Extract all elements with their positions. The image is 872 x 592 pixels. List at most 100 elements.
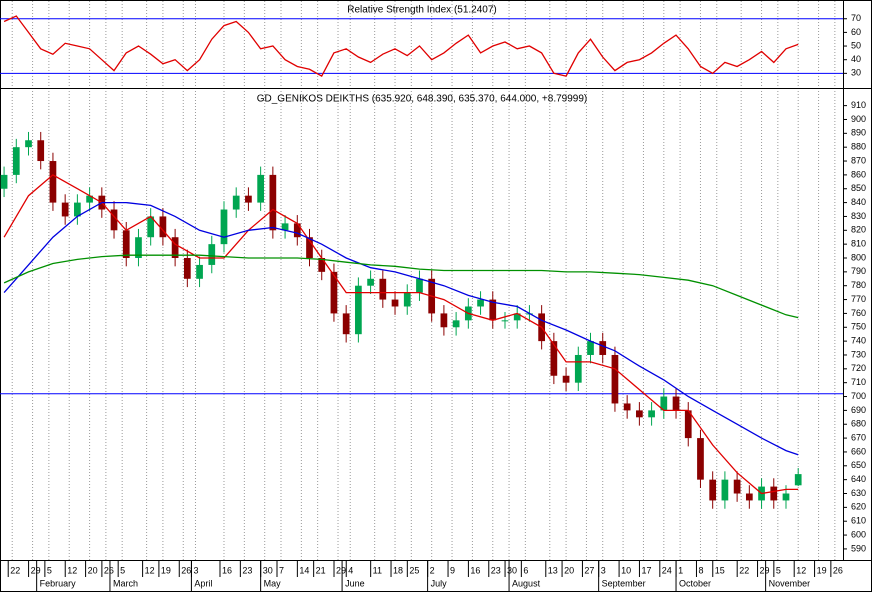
candle-body [721, 479, 729, 501]
candle-body [440, 313, 448, 328]
y-tick-label: 800 [851, 252, 866, 262]
candle-body [257, 174, 264, 203]
x-tick-label: 22 [739, 565, 749, 575]
candle-body [660, 396, 668, 411]
candle-body [183, 258, 191, 279]
moving-average [3, 254, 799, 319]
x-tick-label: 29 [336, 565, 346, 575]
y-tick-label: 660 [851, 446, 866, 456]
candle-body [709, 479, 717, 501]
x-tick-label: 16 [470, 565, 480, 575]
candle-body [636, 410, 643, 418]
x-tick-label: 3 [193, 565, 198, 575]
candle-body [452, 320, 460, 328]
month-label: July [431, 578, 448, 588]
candle-body [135, 237, 142, 259]
month-label: June [345, 578, 365, 588]
candle-body [672, 396, 680, 411]
x-tick-label: 30 [263, 565, 273, 575]
y-tick-label: 690 [851, 405, 866, 415]
candle-body [208, 244, 216, 265]
x-tick-label: 26 [181, 565, 191, 575]
candle-body [281, 223, 289, 231]
price-panel [0, 131, 843, 509]
y-tick-label: 650 [851, 460, 866, 470]
y-tick-label: 770 [851, 294, 866, 304]
y-tick-label: 600 [851, 529, 866, 539]
candle-body [611, 354, 619, 404]
y-tick-label: 670 [851, 432, 866, 442]
x-tick-label: 6 [523, 565, 528, 575]
y-tick-label: 860 [851, 169, 866, 179]
candle-body [403, 292, 411, 307]
x-tick-label: 21 [316, 565, 326, 575]
candle-body [232, 195, 240, 210]
candle-body [379, 278, 387, 300]
candle-body [477, 299, 484, 307]
candle-body [697, 438, 704, 480]
candle-body [599, 341, 607, 355]
y-tick-label: 810 [851, 239, 866, 249]
x-tick-label: 17 [641, 565, 651, 575]
candle-body [342, 313, 350, 335]
y-tick-label: 730 [851, 349, 866, 359]
candle-body [245, 195, 252, 203]
x-tick-label: 3 [601, 565, 606, 575]
candle-body [110, 209, 118, 231]
x-tick-label: 24 [662, 565, 672, 575]
candle-body [550, 341, 558, 376]
y-tick-label: 30 [851, 68, 861, 78]
month-label: November [769, 578, 811, 588]
candle-body [562, 375, 570, 383]
x-tick-label: 26 [833, 565, 843, 575]
month-label: May [264, 578, 282, 588]
candle-body [770, 486, 778, 501]
candle-body [733, 479, 741, 494]
y-tick-label: 900 [851, 114, 866, 124]
candle-body [782, 493, 790, 501]
y-tick-label: 610 [851, 516, 866, 526]
x-tick-label: 19 [161, 565, 171, 575]
candle-body [196, 264, 203, 279]
x-tick-label: 2 [430, 565, 435, 575]
y-tick-label: 640 [851, 474, 866, 484]
candle-body [391, 299, 399, 307]
candle-body [37, 140, 45, 162]
candle-body [159, 216, 167, 238]
y-tick-label: 760 [851, 308, 866, 318]
candle-body [269, 174, 277, 231]
y-tick-label: 830 [851, 211, 866, 221]
y-tick-label: 820 [851, 225, 866, 235]
x-tick-label: 20 [88, 565, 98, 575]
x-tick-label: 5 [776, 565, 781, 575]
x-tick-label: 18 [393, 565, 403, 575]
x-tick-label: 4 [348, 565, 353, 575]
y-tick-label: 710 [851, 377, 866, 387]
x-tick-label: 14 [299, 565, 309, 575]
x-tick-label: 15 [715, 565, 725, 575]
x-tick-label: 25 [409, 565, 419, 575]
month-label: March [113, 578, 138, 588]
x-tick-label: 30 [507, 565, 517, 575]
candle-body [0, 174, 8, 189]
y-tick-label: 840 [851, 197, 866, 207]
month-label: September [602, 578, 646, 588]
y-tick-label: 720 [851, 363, 866, 373]
y-tick-label: 40 [851, 54, 861, 64]
month-label: February [40, 578, 77, 588]
x-tick-label: 7 [279, 565, 284, 575]
month-label: April [194, 578, 212, 588]
y-tick-label: 880 [851, 142, 866, 152]
x-tick-label: 23 [242, 565, 252, 575]
candle-body [25, 140, 32, 148]
candle-body [318, 258, 326, 272]
candle-body [367, 278, 374, 286]
rsi-panel [0, 15, 843, 77]
x-tick-label: 12 [796, 565, 806, 575]
y-tick-label: 700 [851, 391, 866, 401]
candle-body [122, 230, 130, 259]
x-tick-label: 19 [817, 565, 827, 575]
candle-body [49, 161, 57, 203]
candle-body [574, 354, 582, 383]
candle-body [330, 271, 338, 314]
